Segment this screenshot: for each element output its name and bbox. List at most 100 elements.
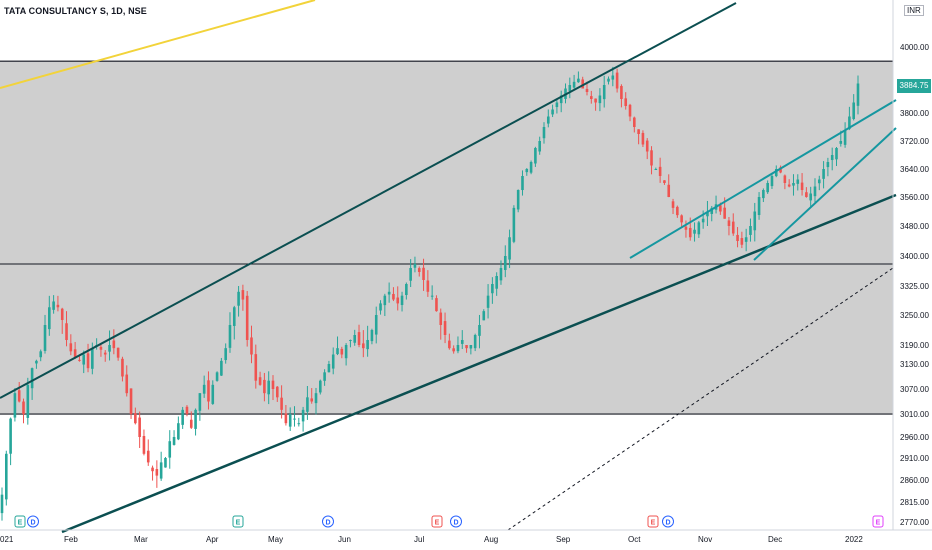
candle-body <box>56 304 60 308</box>
dividend-marker[interactable]: D <box>450 515 462 528</box>
candle-body <box>65 323 68 340</box>
candle-body <box>585 88 589 92</box>
candle-body <box>491 284 494 294</box>
candle-body <box>568 85 572 91</box>
candle-body <box>529 162 533 173</box>
price-tick-label: 3640.00 <box>900 165 929 174</box>
candle-body <box>645 140 649 152</box>
candle-body <box>495 276 498 289</box>
earnings-marker[interactable]: E <box>647 515 659 528</box>
yellow-trend-line[interactable] <box>0 0 316 89</box>
candle-body <box>572 81 576 88</box>
candle-body <box>366 340 369 350</box>
svg-text:D: D <box>665 520 670 527</box>
last-price-tag: 3884.75 <box>897 79 931 93</box>
candle-body <box>9 418 12 454</box>
candle-body <box>177 423 180 440</box>
wedge-lower-line[interactable] <box>753 127 897 261</box>
candle-body <box>220 360 223 376</box>
candle-body <box>516 190 520 210</box>
candle-body <box>469 345 473 349</box>
candle-body <box>602 85 606 100</box>
candle-body <box>86 353 90 369</box>
candle-body <box>17 390 21 402</box>
candle-body <box>435 298 438 312</box>
currency-badge[interactable]: INR <box>904 5 924 16</box>
price-tick-label: 4000.00 <box>900 43 929 52</box>
candle-body <box>753 211 757 231</box>
price-tick-label: 3250.00 <box>900 311 929 320</box>
candle-body <box>108 345 111 352</box>
candle-body <box>534 148 537 164</box>
time-axis[interactable]: 021 Feb Mar Apr May Jun Jul Aug Sep Oct Nov Dec 2022 <box>0 535 863 544</box>
candle-body <box>546 116 550 124</box>
candle-body <box>237 291 240 306</box>
time-tick-label: 021 <box>0 535 14 544</box>
candle-body <box>465 345 468 349</box>
candle-body <box>60 308 64 320</box>
candle-body <box>486 295 490 308</box>
candle-body <box>663 180 666 183</box>
candle-body <box>138 417 141 437</box>
candle-body <box>792 183 795 186</box>
candle-body <box>770 176 774 187</box>
earnings-marker[interactable]: E <box>232 515 244 528</box>
candle-body <box>254 354 258 381</box>
wedge-upper-line[interactable] <box>629 99 897 259</box>
candle-body <box>353 335 357 343</box>
candle-body <box>426 280 430 292</box>
dividend-marker[interactable]: D <box>27 515 39 528</box>
candle-body <box>594 98 597 103</box>
earnings-marker[interactable]: E <box>431 515 443 528</box>
candle-body <box>306 397 309 412</box>
dividend-marker[interactable]: D <box>662 515 674 528</box>
candle-body <box>598 95 602 104</box>
candle-body <box>48 307 51 330</box>
price-tick-label: 2815.00 <box>900 498 929 507</box>
candle-body <box>284 413 288 424</box>
candle-body <box>688 227 692 238</box>
time-tick-label: Mar <box>134 535 148 544</box>
candle-body <box>413 264 417 268</box>
earnings-marker[interactable]: E <box>872 515 884 528</box>
candle-body <box>396 297 400 304</box>
candle-body <box>314 393 318 404</box>
channel-lower-line[interactable] <box>61 193 897 534</box>
candles <box>0 66 860 521</box>
candle-body <box>525 169 529 173</box>
trendline-drawings <box>0 0 897 534</box>
candle-body <box>129 388 133 414</box>
candle-body <box>719 205 722 212</box>
candle-body <box>82 354 86 365</box>
candle-body <box>207 380 210 402</box>
candle-body <box>852 102 855 120</box>
candle-body <box>151 467 154 472</box>
candle-body <box>327 364 331 373</box>
candle-body <box>91 348 94 369</box>
dividend-marker[interactable]: D <box>322 515 334 528</box>
price-tick-label: 3720.00 <box>900 137 929 146</box>
svg-text:E: E <box>651 520 656 527</box>
channel-upper-line[interactable] <box>0 2 737 399</box>
candle-body <box>430 295 434 297</box>
candle-body <box>22 401 25 414</box>
earnings-marker[interactable]: E <box>14 515 26 528</box>
candle-body <box>99 346 103 350</box>
price-tick-label: 2770.00 <box>900 518 929 527</box>
price-axis[interactable]: 4000.003880.003800.003720.003640.003560.… <box>900 43 929 527</box>
candle-body <box>749 226 752 235</box>
time-tick-label: Oct <box>628 535 641 544</box>
candle-body <box>275 386 279 398</box>
candle-body <box>538 141 541 152</box>
candle-body <box>779 167 782 173</box>
candle-body <box>293 418 296 420</box>
candle-body <box>813 186 817 197</box>
candle-body <box>344 345 348 359</box>
candle-body <box>611 75 615 80</box>
price-tick-label: 3070.00 <box>900 385 929 394</box>
candle-body <box>103 352 107 355</box>
candle-body <box>577 78 580 83</box>
candle-body <box>615 72 619 89</box>
svg-text:E: E <box>18 520 23 527</box>
